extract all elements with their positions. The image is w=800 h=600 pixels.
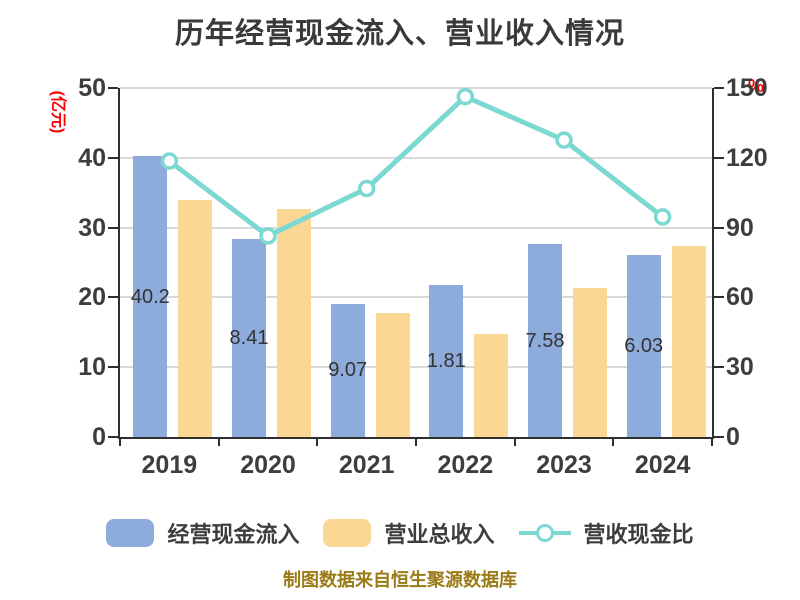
- bar-total-revenue: [375, 313, 410, 437]
- x-axis-year-label: 2019: [141, 451, 198, 479]
- grid-line: [120, 366, 712, 369]
- y-axis-tick-label-left: 50: [78, 74, 106, 102]
- bar-value-label: 6.03: [624, 335, 664, 358]
- right-axis-unit-label: %: [748, 76, 765, 96]
- y-axis-tick-left: [108, 296, 118, 299]
- y-axis-tick-label-right: 120: [726, 143, 768, 172]
- y-axis-line-left: [118, 88, 120, 439]
- legend-item-cash-ratio[interactable]: 营收现金比: [518, 517, 694, 549]
- bar-total-revenue: [474, 333, 509, 437]
- grid-line: [120, 87, 712, 89]
- y-axis-tick-label-left: 40: [78, 143, 106, 172]
- x-axis-year-label: 2023: [536, 451, 592, 479]
- cash-ratio-point-marker: [456, 87, 475, 106]
- bar-total-revenue: [573, 287, 607, 437]
- x-axis-tick: [415, 437, 417, 446]
- cash-ratio-point-marker: [653, 208, 672, 226]
- bar-cash-inflow: [528, 244, 562, 437]
- cash-ratio-line-icon: [518, 519, 571, 547]
- cash-ratio-point-marker: [357, 179, 376, 198]
- x-axis-year-label: 2022: [437, 451, 494, 479]
- y-axis-tick-label-left: 30: [78, 213, 106, 242]
- bar-total-revenue: [277, 208, 311, 437]
- legend-label-cash-inflow: 经营现金流入: [167, 522, 300, 547]
- chart-title: 历年经营现金流入、营业收入情况: [174, 18, 625, 50]
- y-axis-tick-label-right: 90: [726, 213, 754, 242]
- legend-label-cash-ratio: 营收现金比: [583, 522, 694, 547]
- y-axis-tick-left: [108, 226, 118, 229]
- cash-inflow-swatch-icon: [106, 519, 155, 547]
- y-axis-tick-left: [108, 156, 118, 159]
- chart-legend: 经营现金流入 营业总收入 营收现金比: [0, 517, 800, 549]
- bar-value-label: 8.41: [229, 326, 269, 349]
- x-axis-tick: [119, 437, 121, 446]
- data-source-caption: 制图数据来自恒生聚源数据库: [283, 570, 517, 590]
- bar-value-label: 9.07: [328, 359, 368, 382]
- y-axis-line-right: [712, 88, 714, 439]
- y-axis-tick-label-left: 0: [92, 423, 106, 451]
- cash-ratio-point-marker: [555, 131, 573, 149]
- bar-cash-inflow: [429, 284, 464, 437]
- total-revenue-swatch-icon: [323, 519, 372, 547]
- y-axis-tick-label-right: 30: [726, 353, 754, 382]
- bar-cash-inflow: [330, 303, 365, 437]
- x-axis-tick: [316, 437, 319, 446]
- grid-line: [120, 156, 712, 159]
- bar-value-label: 7.58: [525, 329, 565, 352]
- y-axis-tick-right: [714, 296, 724, 299]
- y-axis-tick-left: [108, 436, 118, 438]
- x-axis-tick: [711, 437, 713, 446]
- bar-value-label: 40.2: [130, 285, 170, 308]
- bar-cash-inflow: [626, 255, 661, 437]
- legend-label-total-revenue: 营业总收入: [384, 522, 495, 547]
- y-axis-tick-right: [714, 156, 724, 159]
- x-axis-year-label: 2020: [240, 451, 296, 479]
- y-axis-tick-label-right: 0: [726, 423, 740, 451]
- y-axis-tick-label-left: 10: [78, 353, 106, 382]
- bar-total-revenue: [671, 245, 706, 437]
- y-axis-tick-right: [714, 366, 724, 369]
- x-axis-year-label: 2021: [338, 451, 395, 479]
- y-axis-tick-label-left: 20: [78, 283, 106, 312]
- y-axis-tick-left: [108, 366, 118, 369]
- x-axis-tick: [513, 437, 516, 446]
- legend-item-total-revenue[interactable]: 营业总收入: [323, 517, 495, 549]
- bar-value-label: 1.81: [426, 349, 466, 372]
- y-axis-tick-left: [108, 87, 118, 89]
- grid-line: [120, 296, 712, 299]
- y-axis-tick-right: [714, 436, 724, 438]
- y-axis-tick-label-right: 150: [726, 74, 768, 102]
- legend-item-cash-inflow[interactable]: 经营现金流入: [106, 517, 299, 549]
- bar-cash-inflow: [133, 156, 168, 437]
- y-axis-tick-right: [714, 87, 724, 89]
- x-axis-year-label: 2024: [634, 451, 691, 479]
- x-axis-tick: [612, 437, 615, 446]
- y-axis-tick-label-right: 60: [726, 283, 754, 312]
- x-axis-tick: [217, 437, 220, 446]
- bar-total-revenue: [178, 199, 213, 437]
- bar-cash-inflow: [232, 238, 266, 437]
- cash-ratio-line: [166, 94, 666, 239]
- y-axis-tick-right: [714, 226, 724, 229]
